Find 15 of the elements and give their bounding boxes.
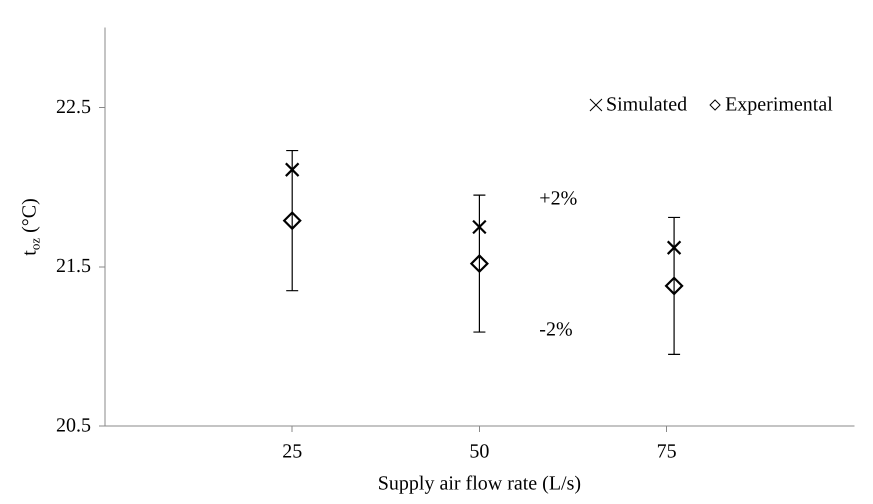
y-tick-label: 21.5 — [56, 255, 91, 278]
point — [284, 162, 300, 178]
annotation: +2% — [539, 187, 578, 210]
point — [666, 240, 682, 256]
x-tick-label: 50 — [469, 440, 490, 462]
y-tick-label: 22.5 — [56, 96, 91, 118]
x-axis-title: Supply air flow rate (L/s) — [378, 472, 582, 494]
point — [472, 220, 487, 234]
annotation: -2% — [539, 318, 573, 341]
legend-label: Experimental — [725, 93, 834, 116]
x-tick-label: 25 — [282, 440, 302, 462]
legend-label: Simulated — [606, 93, 688, 116]
y-tick-label: 20.5 — [56, 414, 91, 436]
x-tick-label: 75 — [656, 440, 677, 462]
y-axis-title: toz (°C) — [18, 198, 42, 256]
